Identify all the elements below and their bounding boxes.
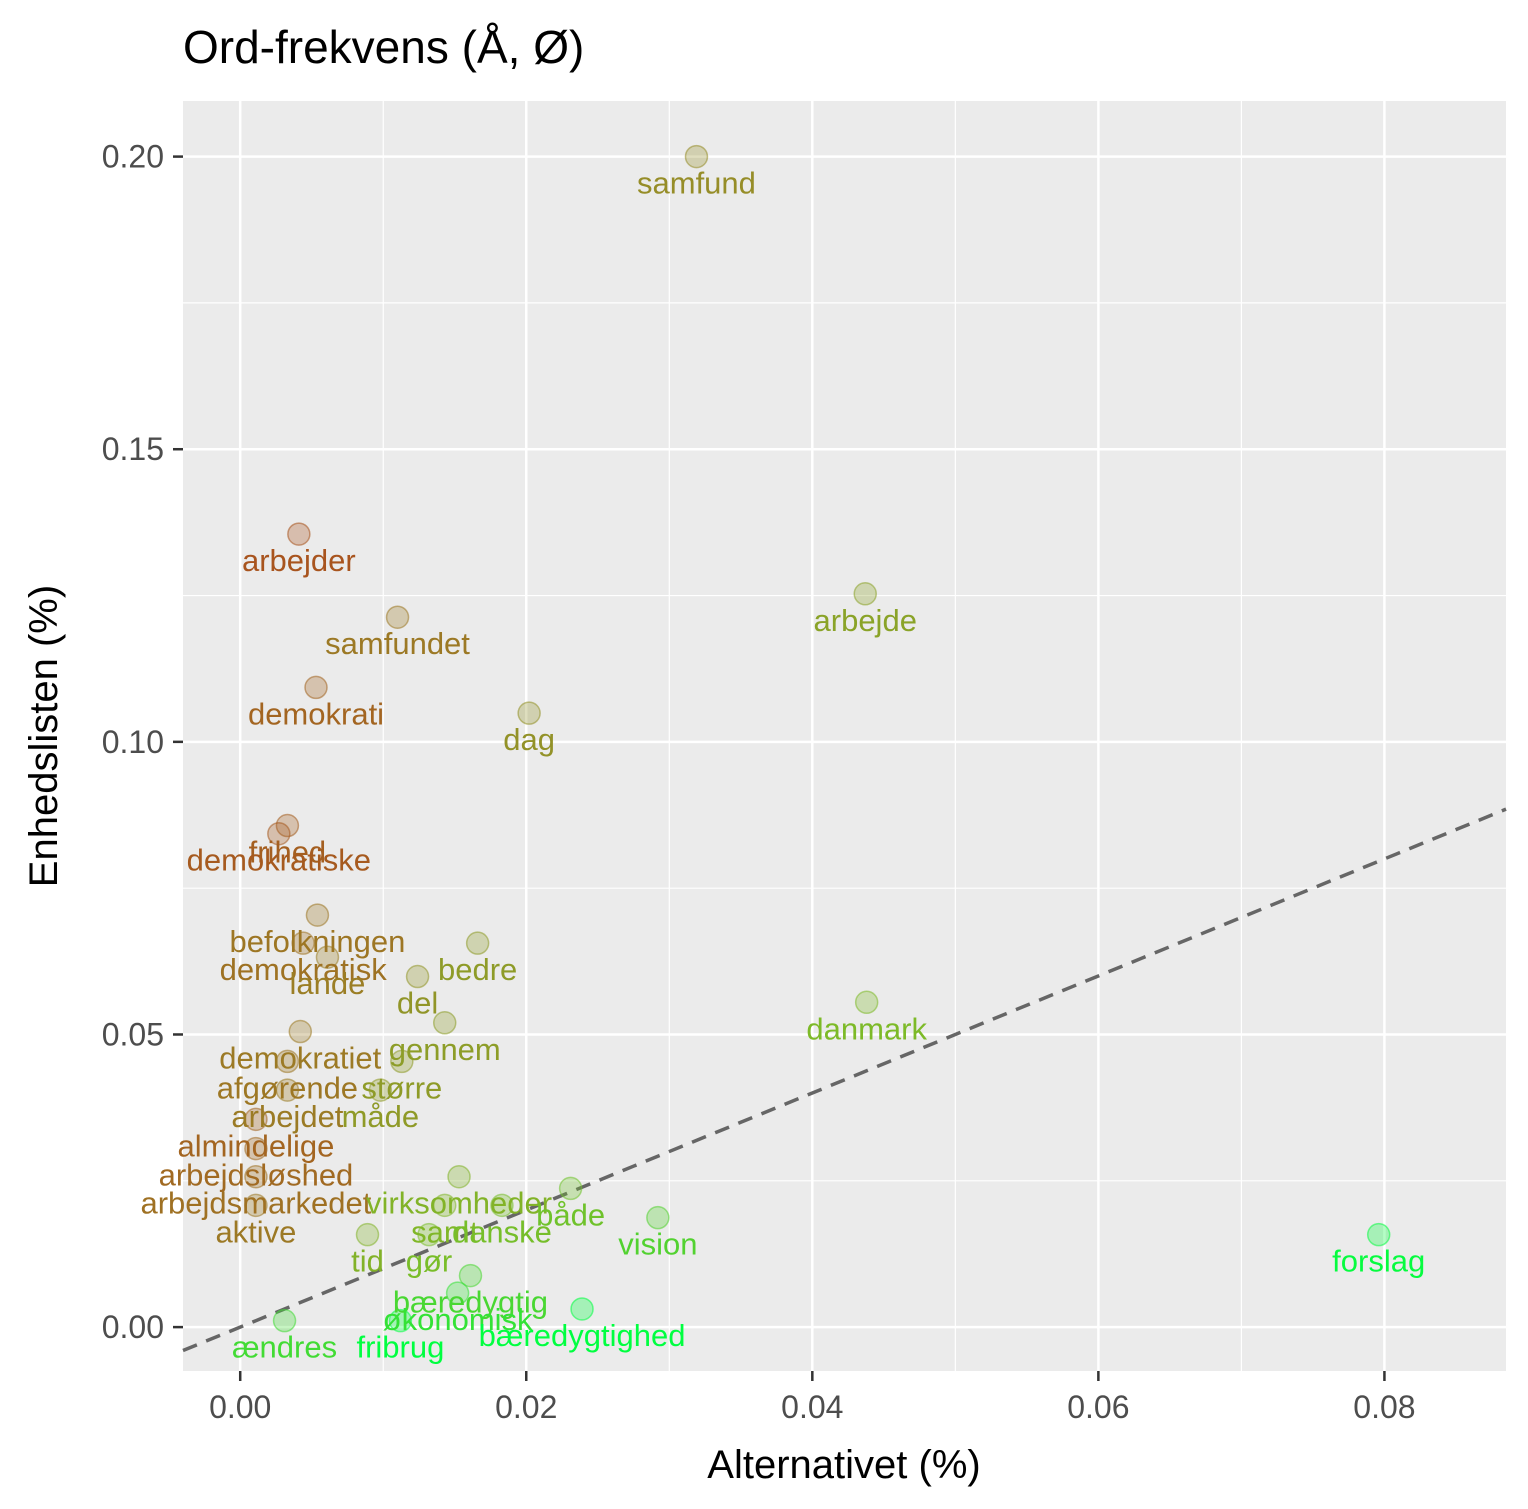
data-point bbox=[517, 701, 541, 725]
data-points bbox=[244, 144, 1391, 1333]
data-point bbox=[1366, 1222, 1391, 1247]
point-label: demokratisk bbox=[220, 952, 388, 987]
data-point bbox=[570, 1297, 594, 1321]
minor-gridlines bbox=[183, 101, 1506, 1371]
point-label: økonomisk bbox=[383, 1302, 533, 1337]
point-label: dag bbox=[503, 722, 555, 757]
plot-panel bbox=[183, 101, 1506, 1371]
data-point bbox=[244, 1107, 268, 1132]
data-point bbox=[244, 1193, 268, 1218]
data-point bbox=[288, 1019, 313, 1044]
x-tick-label: 0.06 bbox=[1067, 1389, 1129, 1425]
point-label: afgørende bbox=[217, 1070, 358, 1105]
point-label: forslag bbox=[1332, 1244, 1425, 1279]
data-point bbox=[432, 1193, 457, 1218]
data-point bbox=[315, 945, 340, 969]
data-point bbox=[305, 903, 330, 927]
data-point bbox=[388, 1308, 413, 1333]
y-tick-label: 0.05 bbox=[102, 1016, 164, 1052]
point-label: måde bbox=[342, 1099, 420, 1134]
point-label: arbejdsmarkedet bbox=[140, 1186, 371, 1221]
data-point bbox=[390, 1049, 414, 1074]
y-axis-title: Enhedslisten (%) bbox=[22, 585, 66, 887]
point-label: tid bbox=[351, 1244, 384, 1279]
data-point bbox=[432, 1011, 457, 1035]
x-tick-label: 0.04 bbox=[781, 1389, 843, 1425]
data-point bbox=[368, 1078, 393, 1102]
data-point bbox=[558, 1176, 583, 1201]
point-label: danske bbox=[452, 1214, 552, 1249]
data-point bbox=[355, 1222, 380, 1247]
data-point bbox=[244, 1164, 268, 1189]
point-label: bæredygtighed bbox=[479, 1318, 686, 1353]
point-label: ændres bbox=[232, 1330, 337, 1365]
chart-title: Ord-frekvens (Å, Ø) bbox=[183, 21, 584, 73]
point-label: del bbox=[397, 986, 438, 1021]
point-label: almindelige bbox=[178, 1128, 335, 1163]
point-label: fribrug bbox=[356, 1330, 444, 1365]
point-label: større bbox=[361, 1070, 442, 1105]
x-tick-label: 0.00 bbox=[209, 1389, 271, 1425]
y-tick-label: 0.15 bbox=[102, 431, 164, 467]
point-label: lande bbox=[290, 966, 366, 1001]
point-label: både bbox=[536, 1197, 605, 1232]
point-label: samfundet bbox=[325, 626, 470, 661]
data-point bbox=[854, 990, 879, 1015]
y-tick-label: 0.10 bbox=[102, 724, 164, 760]
point-label: bæredygtig bbox=[393, 1285, 548, 1320]
data-point bbox=[490, 1193, 514, 1218]
data-point bbox=[465, 931, 490, 955]
point-label: befolkningen bbox=[230, 924, 406, 959]
point-label: frihed bbox=[249, 835, 327, 870]
point-label: demokratiske bbox=[187, 843, 371, 878]
point-label: arbejder bbox=[242, 543, 356, 578]
data-point bbox=[445, 1281, 470, 1305]
x-axis-title: Alternativet (%) bbox=[707, 1443, 980, 1487]
major-gridlines bbox=[183, 101, 1506, 1371]
data-point bbox=[291, 931, 315, 955]
point-label: arbejdsløshed bbox=[159, 1158, 354, 1193]
point-label: samt bbox=[411, 1214, 479, 1249]
data-point bbox=[405, 964, 430, 989]
data-point bbox=[417, 1222, 441, 1247]
data-point bbox=[447, 1164, 471, 1189]
point-label: demokrati bbox=[248, 696, 384, 731]
data-point bbox=[385, 605, 410, 629]
data-point bbox=[267, 821, 291, 846]
point-label: arbejdet bbox=[231, 1099, 343, 1134]
y-tick-label: 0.20 bbox=[102, 139, 164, 175]
data-point bbox=[458, 1263, 483, 1288]
data-point bbox=[853, 582, 877, 606]
identity-reference-line bbox=[182, 807, 1507, 1353]
data-point bbox=[684, 144, 709, 169]
y-axis: 0.00 0.05 0.10 0.15 0.20 bbox=[102, 139, 183, 1345]
data-point bbox=[244, 1136, 268, 1161]
data-point bbox=[287, 522, 311, 546]
point-label: arbejde bbox=[814, 603, 917, 638]
x-tick-label: 0.08 bbox=[1353, 1389, 1415, 1425]
x-tick-label: 0.02 bbox=[495, 1389, 557, 1425]
data-point bbox=[272, 1308, 297, 1333]
point-labels: samfund arbejder arbejde samfundet demokrati… bbox=[140, 166, 1425, 1365]
x-axis: 0.00 0.02 0.04 0.06 0.08 bbox=[209, 1371, 1416, 1425]
point-label: demokratiet bbox=[219, 1041, 381, 1076]
point-label: samfund bbox=[637, 166, 756, 201]
point-label: vision bbox=[618, 1227, 697, 1262]
point-label: gør bbox=[406, 1244, 453, 1279]
point-label: bedre bbox=[438, 952, 517, 987]
y-tick-label: 0.00 bbox=[102, 1309, 164, 1345]
data-point bbox=[646, 1205, 670, 1230]
point-label: gennem bbox=[389, 1032, 501, 1067]
point-label: aktive bbox=[215, 1214, 296, 1249]
point-label: virksomheder bbox=[366, 1186, 552, 1221]
data-point bbox=[304, 675, 328, 700]
data-point bbox=[275, 1049, 300, 1074]
data-point bbox=[275, 1078, 300, 1102]
point-label: danmark bbox=[806, 1011, 927, 1046]
data-point bbox=[275, 813, 300, 838]
